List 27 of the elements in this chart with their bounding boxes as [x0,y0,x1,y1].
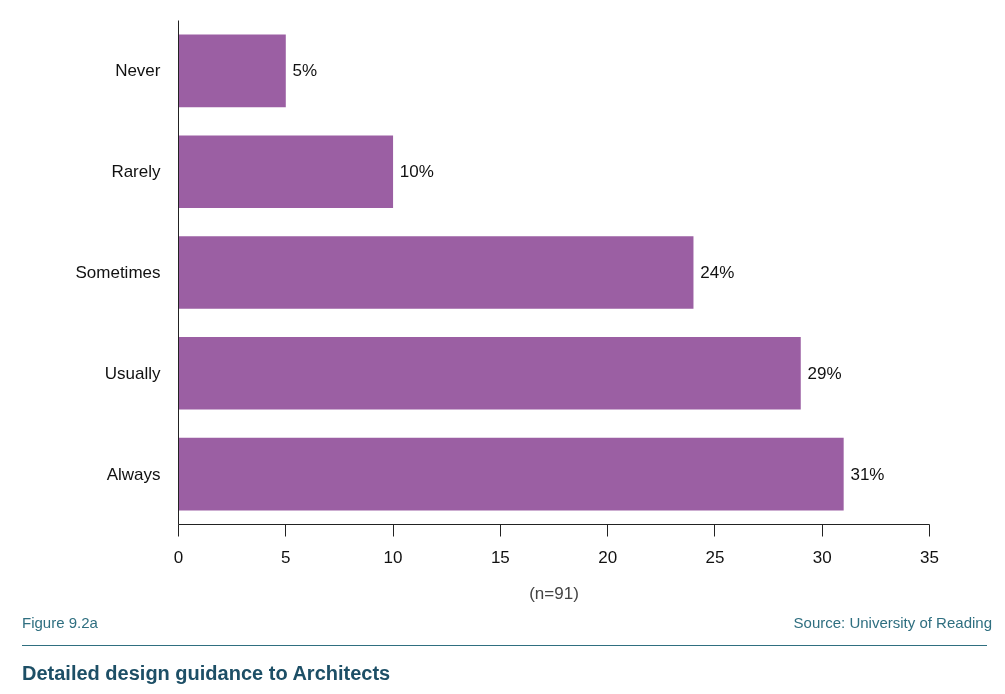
data-label: 5% [292,61,318,81]
y-tick-label: Usually [104,363,161,383]
bar [178,337,801,410]
data-label: 29% [807,363,842,383]
data-label: 31% [850,464,885,484]
caption: Figure 9.2a [22,613,98,633]
bar [178,437,844,511]
y-tick-label: Never [115,61,161,81]
bar [178,135,394,208]
y-tick-label: Always [106,464,161,484]
data-label: 24% [700,263,735,282]
bar [178,236,694,309]
source-note: Source: University of Reading [793,613,992,633]
x-tick-label: 10 [383,547,403,567]
x-tick-label: 0 [173,547,184,567]
y-tick-label: Sometimes [75,263,161,282]
bar [178,34,286,108]
text: Detailed design guidance to Architects [22,661,391,687]
y-tick-label: Rarely [111,162,161,182]
x-axis-title: (n=91) [529,583,579,603]
x-tick-label: 20 [598,547,618,567]
x-tick-label: 15 [490,547,510,567]
x-tick-label: 35 [920,547,939,567]
data-label: 10% [399,162,434,182]
x-tick-label: 25 [705,547,725,567]
x-tick-label: 30 [812,547,832,567]
x-tick-label: 5 [281,547,291,567]
